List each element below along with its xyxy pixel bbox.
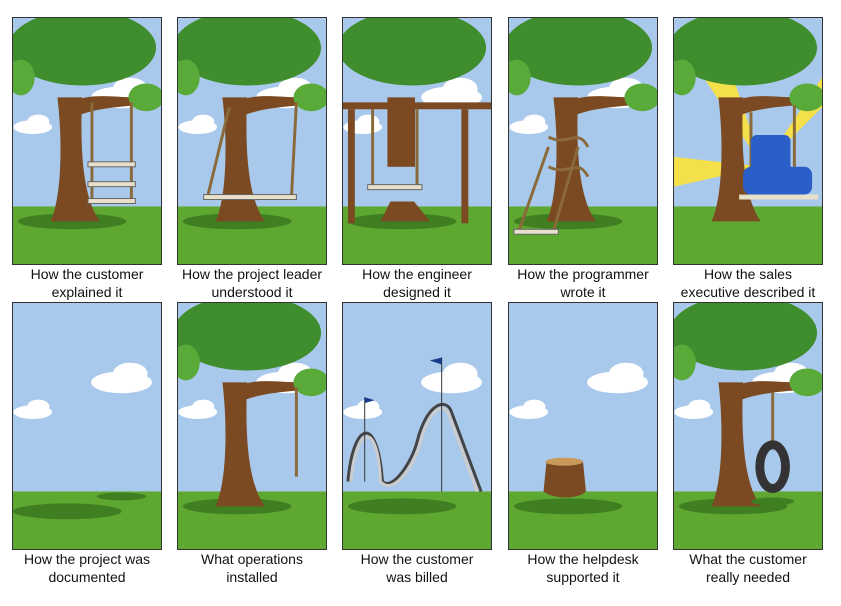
caption-line-2: wrote it [560,284,606,300]
caption-line-1: How the programmer [517,266,649,282]
panel-engineer [342,17,492,265]
cloud [13,399,53,420]
tree-branch [235,381,302,403]
support-post [461,109,469,224]
panel-caption: How the customer explained it [7,265,167,301]
panel-caption: How the helpdesk supported it [503,550,663,586]
swing-seat [87,198,136,204]
panel-caption: How the project leader understood it [172,265,332,301]
panel-caption: What the customer really needed [668,550,828,586]
tree-branch [731,381,798,403]
cloud [178,114,218,135]
panel-leader [177,17,327,265]
caption-line-1: How the engineer [362,266,472,282]
tree-trunk [711,97,761,222]
swing-seat [513,228,559,235]
panel-caption: How the customer was billed [337,550,497,586]
panel-caption: How the sales executive described it [668,265,828,301]
cloud [509,399,549,420]
panel-caption: How the project was documented [7,550,167,586]
rope [289,102,298,197]
panel-helpdesk [508,302,658,550]
swing-seat [87,181,136,188]
tree-trunk [215,97,265,222]
tree-foliage [674,303,818,371]
support-post [347,109,355,224]
caption-line-2: explained it [51,284,123,300]
tree-branch [566,96,633,118]
caption-line-1: How the project was [23,551,151,567]
panel-customer [12,17,162,265]
tree-trunk [711,382,761,507]
caption-line-2: designed it [383,284,451,300]
cloud [13,114,53,135]
caption-line-1: What operations [201,551,303,567]
tree-foliage [509,18,653,86]
caption-line-2: supported it [546,569,620,585]
tree-trunk [215,382,265,507]
swing-seat [87,161,136,168]
caption-line-1: What the customer [689,551,807,567]
panel-documented [12,302,162,550]
panel-billed [342,302,492,550]
swing-shadow [96,492,147,501]
tree-branch [235,96,302,118]
panel-programmer [508,17,658,265]
tree-stump [543,461,586,498]
roller-coaster [346,402,483,492]
tree-foliage [178,303,322,371]
tree-trunk [546,97,596,222]
rope [551,146,580,232]
tree-foliage [178,18,322,86]
tree [343,18,491,224]
tree [178,303,326,507]
panel-caption: What operations installed [172,550,332,586]
rope [517,146,550,232]
tree [178,18,326,222]
grass [13,491,161,549]
tree [13,18,161,222]
cloud [587,362,648,394]
cloud [178,399,218,420]
caption-line-2: executive described it [680,284,816,300]
cloud [674,399,714,420]
caption-line-1: How the project leader [181,266,323,282]
panel-caption: How the programmer wrote it [503,265,663,301]
rope [206,106,231,197]
tree [509,18,657,222]
tree-foliage [13,18,157,86]
tree-branch [70,96,137,118]
tree-branch [731,96,798,118]
caption-line-1: How the customer [30,266,144,282]
cloud [509,114,549,135]
caption-line-2: really needed [705,569,791,585]
caption-line-1: How the customer [360,551,474,567]
caption-line-2: understood it [211,284,293,300]
tree [674,18,822,222]
tree-stump [380,201,430,222]
panel-operations [177,302,327,550]
tree [674,303,822,507]
panel-caption: How the engineer designed it [337,265,497,301]
tree-foliage [674,18,818,86]
tire-swing [755,440,790,493]
armchair-swing [739,135,819,200]
cloud [421,362,482,394]
swing-seat [203,194,297,201]
swing-seat [367,184,423,191]
caption-line-2: was billed [386,569,448,585]
caption-line-1: How the helpdesk [527,551,639,567]
cloud [91,362,152,394]
caption-line-2: installed [226,569,278,585]
cloud [343,399,383,420]
panel-needed [673,302,823,550]
flags [364,357,443,492]
tree-trunk [50,97,100,222]
caption-line-1: How the sales [704,266,792,282]
caption-line-2: documented [48,569,126,585]
panel-sales [673,17,823,265]
